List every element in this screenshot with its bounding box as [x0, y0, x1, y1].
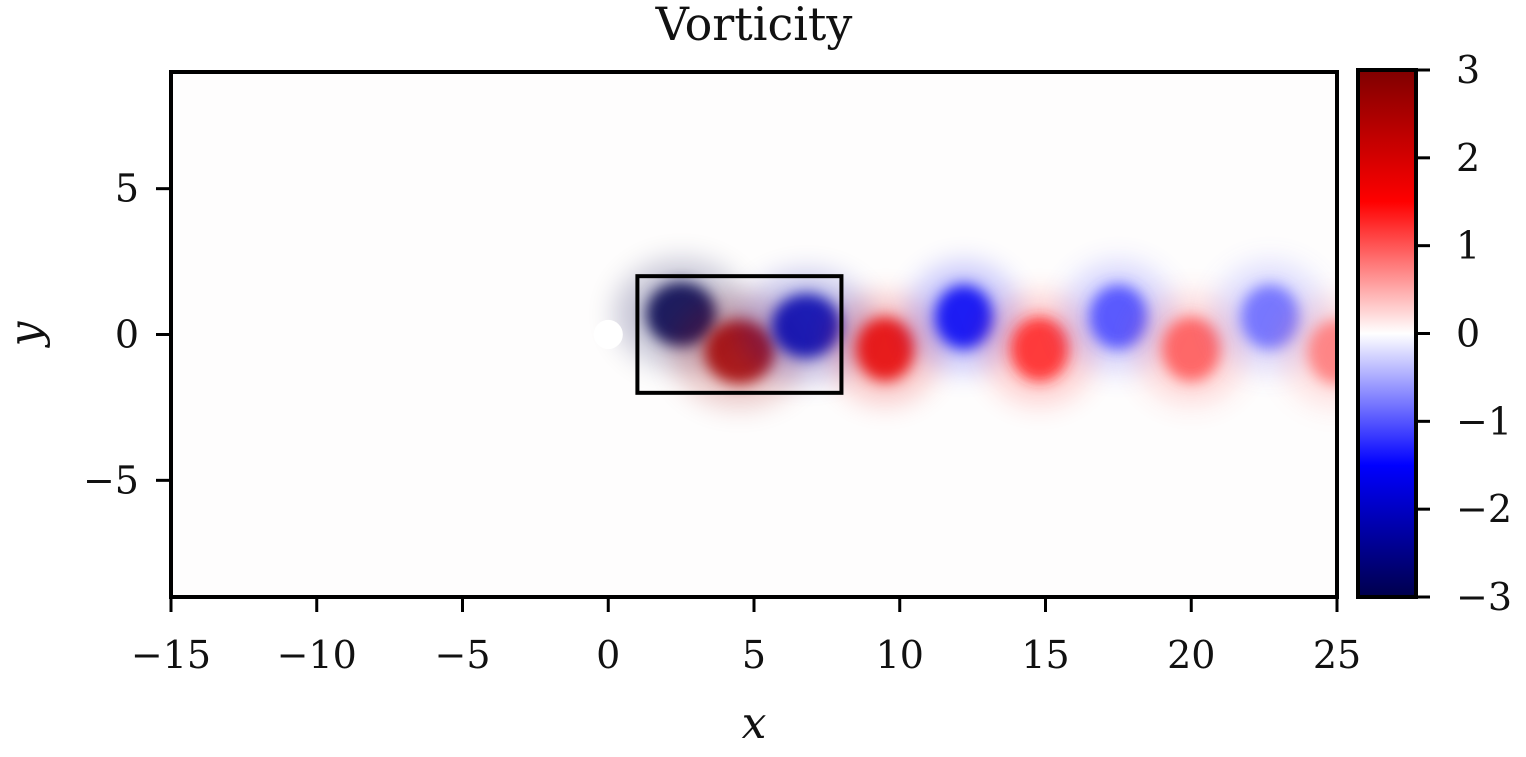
x-axis-label: x: [742, 698, 767, 749]
x-tick-label: 20: [1167, 633, 1215, 677]
colorbar-tick-label: 0: [1456, 312, 1480, 356]
colorbar-tick-label: 1: [1456, 224, 1480, 268]
x-tick-label: −10: [277, 633, 357, 677]
plot-area: [169, 70, 1339, 599]
y-axis-ticks: −5 0 5: [83, 167, 171, 502]
colorbar-tick-label: 3: [1456, 48, 1480, 92]
colorbar-tick-label: 2: [1456, 136, 1480, 180]
colorbar-tick-label: −1: [1456, 399, 1512, 443]
x-tick-label: 5: [742, 633, 766, 677]
y-axis-label: y: [0, 320, 51, 348]
highlight-box: [635, 274, 844, 395]
x-tick-label: 10: [876, 633, 924, 677]
y-tick-label: 0: [115, 313, 139, 357]
colorbar-ticks: 3 2 1 0 −1 −2 −3: [1416, 48, 1512, 619]
vortex-core: [1089, 284, 1148, 350]
colorbar-tick-label: −2: [1456, 487, 1512, 531]
x-tick-label: −15: [131, 633, 211, 677]
x-axis-ticks: −15 −10 −5 0 5 10 15 20 25: [131, 597, 1361, 677]
vortex-core: [856, 317, 915, 382]
y-tick-label: −5: [83, 458, 139, 502]
cylinder-obstacle: [593, 319, 623, 350]
vortex-core: [1307, 319, 1337, 385]
x-tick-label: 25: [1313, 633, 1361, 677]
x-tick-label: −5: [434, 633, 490, 677]
colorbar-tick-label: −3: [1456, 575, 1512, 619]
vortex-core: [1240, 284, 1300, 350]
vortex-core: [1010, 317, 1069, 382]
vortex-core: [771, 293, 842, 358]
vortex-core: [1162, 317, 1221, 382]
chart-title: Vorticity: [655, 0, 853, 51]
colorbar-gradient: [1356, 68, 1418, 599]
y-tick-label: 5: [115, 167, 139, 211]
vortex-core: [934, 284, 994, 350]
x-tick-label: 0: [596, 633, 620, 677]
colorbar: 3 2 1 0 −1 −2 −3: [1356, 48, 1512, 619]
x-tick-label: 15: [1021, 633, 1069, 677]
